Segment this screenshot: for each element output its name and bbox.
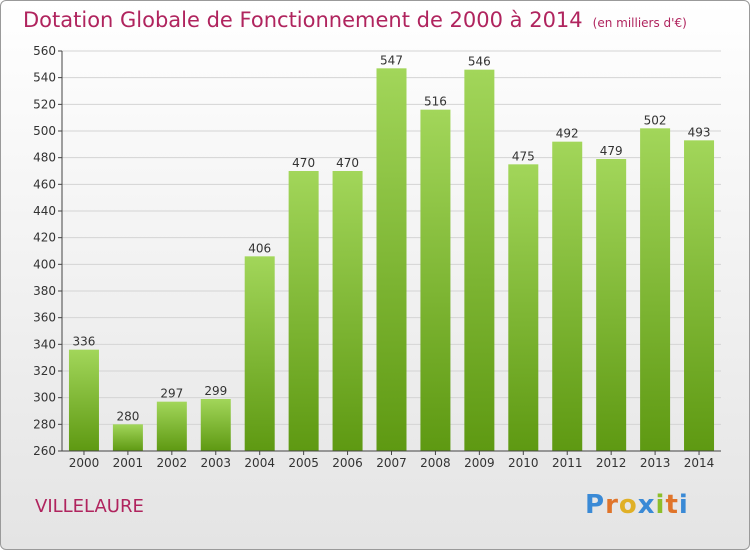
logo-letter: i	[678, 490, 689, 520]
bar-2011	[552, 141, 583, 451]
x-tick-label: 2001	[113, 456, 144, 470]
bar-2013	[640, 128, 671, 451]
y-tick-label: 500	[33, 124, 56, 138]
commune-name: VILLELAURE	[35, 496, 144, 517]
data-label: 299	[204, 384, 227, 398]
bar-2005	[288, 171, 319, 451]
y-tick-label: 560	[33, 44, 56, 58]
x-tick-label: 2014	[684, 456, 715, 470]
x-tick-label: 2003	[200, 456, 231, 470]
x-tick-label: 2000	[69, 456, 100, 470]
logo-letter: i	[655, 490, 666, 520]
data-label: 502	[644, 113, 667, 127]
y-tick-label: 460	[33, 177, 56, 191]
data-label: 297	[160, 387, 183, 401]
logo-letter: x	[637, 490, 656, 520]
x-tick-label: 2009	[464, 456, 495, 470]
axes: 260 280 300 320 340 360 380 400 420 440 460 480 500 5…	[33, 44, 721, 470]
x-tick-label: 2011	[552, 456, 583, 470]
bar-2012	[596, 159, 627, 451]
x-tick-label: 2006	[332, 456, 363, 470]
y-tick-label: 320	[33, 364, 56, 378]
x-tick-label: 2002	[157, 456, 188, 470]
x-tick-label: 2013	[640, 456, 671, 470]
data-label: 479	[600, 144, 623, 158]
bar-2010	[508, 164, 539, 452]
x-tick-label: 2008	[420, 456, 451, 470]
x-tick-label: 2005	[288, 456, 319, 470]
bar-2003	[200, 399, 231, 451]
y-tick-label: 540	[33, 71, 56, 85]
y-tick-label: 400	[33, 257, 56, 271]
data-label: 470	[292, 156, 315, 170]
y-tick-label: 380	[33, 284, 56, 298]
logo-letter: o	[618, 490, 638, 520]
bar-2001	[112, 424, 143, 451]
bar-2004	[244, 256, 275, 451]
bar-2014	[684, 140, 715, 452]
chart-subtitle: (en milliers d'€)	[592, 16, 687, 30]
bars	[68, 68, 715, 452]
data-label: 492	[556, 127, 579, 141]
logo-letter: P	[585, 490, 606, 520]
data-label: 470	[336, 156, 359, 170]
bar-2008	[420, 109, 451, 452]
bar-2000	[68, 349, 99, 451]
bar-2002	[156, 401, 187, 451]
x-tick-label: 2007	[376, 456, 407, 470]
logo-letter: r	[605, 490, 619, 520]
data-labels: 336 280 297 299 406 470 470 547 516 546 475 492 479 5…	[73, 53, 711, 423]
logo-letter: t	[665, 490, 679, 520]
data-label: 493	[688, 125, 711, 139]
y-tick-label: 520	[33, 97, 56, 111]
proxiti-logo[interactable]: Proxiti	[585, 490, 689, 520]
data-label: 336	[73, 335, 96, 349]
y-tick-label: 260	[33, 444, 56, 458]
bar-2007	[376, 68, 407, 451]
y-tick-label: 340	[33, 337, 56, 351]
y-tick-label: 420	[33, 231, 56, 245]
bar-2009	[464, 69, 495, 452]
y-tick-label: 440	[33, 204, 56, 218]
y-tick-label: 280	[33, 417, 56, 431]
data-label: 406	[248, 241, 271, 255]
x-tick-label: 2010	[508, 456, 539, 470]
x-tick-label: 2004	[244, 456, 275, 470]
bar-2006	[332, 171, 363, 451]
data-label: 547	[380, 53, 403, 67]
x-tick-label: 2012	[596, 456, 627, 470]
data-label: 280	[116, 409, 139, 423]
chart-title-text: Dotation Globale de Fonctionnement de 20…	[23, 8, 583, 32]
data-label: 546	[468, 55, 491, 69]
y-tick-label: 480	[33, 151, 56, 165]
y-tick-label: 360	[33, 311, 56, 325]
data-label: 475	[512, 149, 535, 163]
chart-title: Dotation Globale de Fonctionnement de 20…	[23, 8, 687, 32]
y-tick-label: 300	[33, 391, 56, 405]
data-label: 516	[424, 95, 447, 109]
